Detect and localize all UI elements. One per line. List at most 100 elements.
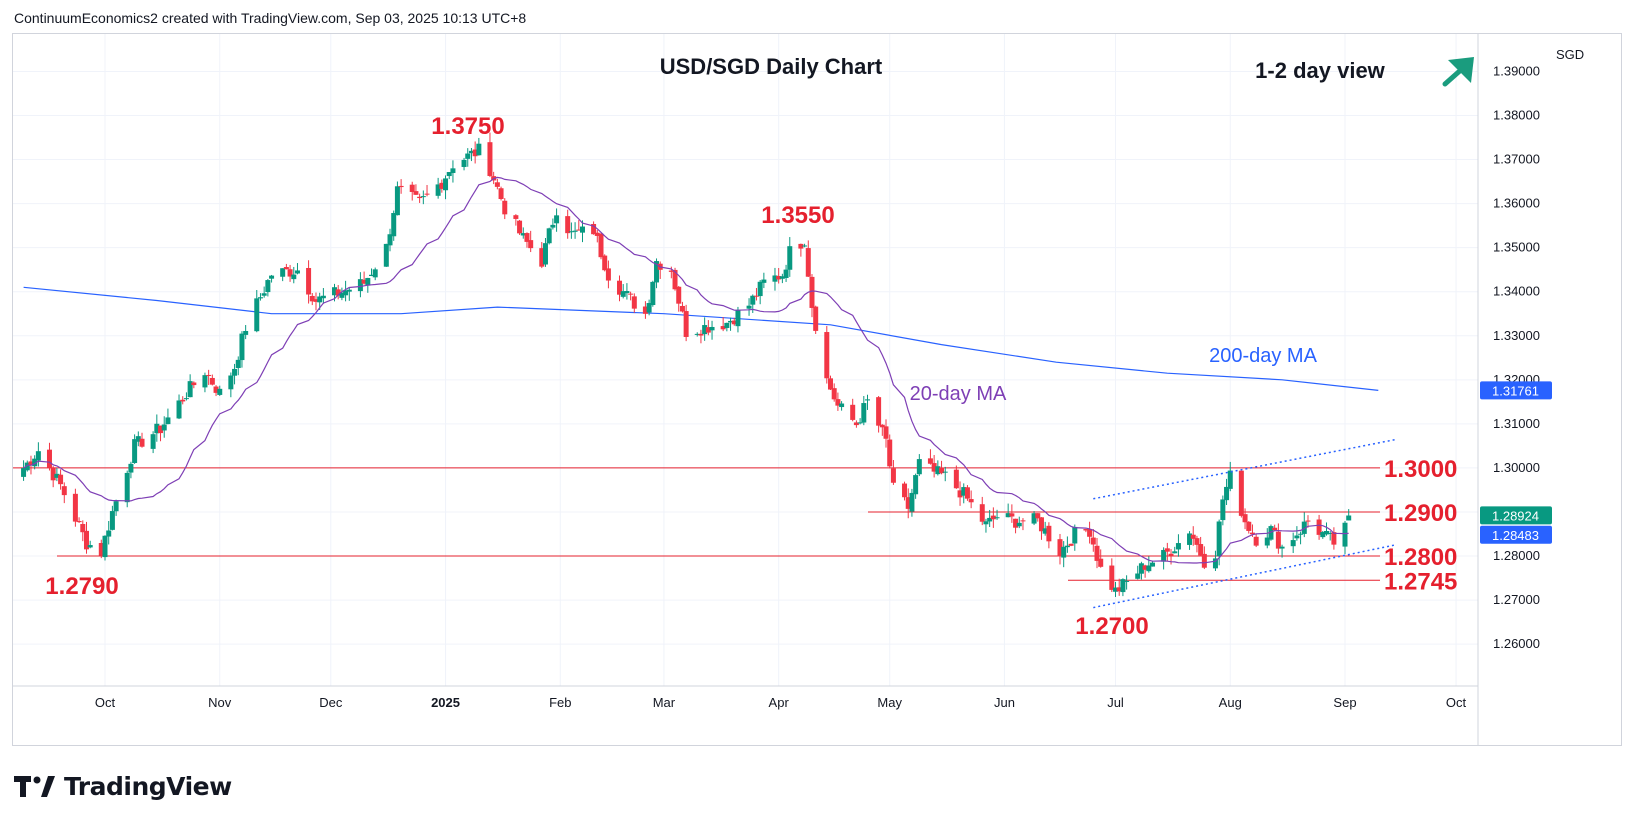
chart-axes: 1.39000 1.38000 1.37000 1.36000 1.35000 1.340… — [13, 34, 1540, 746]
candle — [369, 268, 375, 277]
candle — [1327, 530, 1333, 541]
candle-body — [1038, 517, 1044, 532]
candle-body — [313, 299, 319, 302]
candle-body — [1323, 530, 1329, 535]
candle — [850, 398, 856, 422]
candle-body — [1072, 526, 1078, 544]
candle — [1146, 556, 1152, 573]
candle-body — [935, 466, 941, 475]
candle — [524, 232, 530, 248]
candle — [124, 470, 130, 508]
candle-body — [709, 326, 715, 331]
candle — [450, 160, 456, 183]
candle-body — [257, 297, 263, 299]
candle-body — [902, 483, 908, 498]
candle-body — [720, 326, 726, 330]
brand-name: TradingView — [64, 772, 232, 801]
candle — [983, 518, 989, 533]
candle-body — [576, 229, 582, 231]
candle — [294, 263, 300, 275]
price-tag-label: 1.28483 — [1492, 528, 1539, 543]
candle-body — [54, 473, 60, 478]
candle — [757, 280, 763, 305]
candle-body — [602, 255, 608, 271]
candle — [102, 535, 108, 561]
candle — [594, 229, 600, 243]
candle — [1331, 527, 1337, 550]
candle — [494, 178, 500, 190]
price-tag-box — [1480, 381, 1552, 400]
candle — [243, 325, 249, 340]
candle — [176, 394, 182, 420]
candle — [994, 509, 1000, 520]
candle-body — [202, 375, 208, 388]
candle — [513, 214, 519, 226]
y-tick-label: 1.31000 — [1493, 416, 1540, 431]
candle-body — [232, 368, 238, 376]
candle-body — [776, 275, 782, 280]
candle — [939, 460, 945, 475]
candle-body — [809, 276, 815, 308]
candle-body — [1242, 514, 1248, 523]
candle-body — [672, 269, 678, 290]
candle — [1113, 581, 1119, 597]
candle — [1161, 547, 1167, 570]
y-tick-label: 1.37000 — [1493, 152, 1540, 167]
candle-body — [702, 325, 708, 335]
candle-body — [365, 277, 371, 286]
candle-body — [1083, 529, 1089, 531]
candle — [694, 332, 700, 337]
tradingview-logo[interactable]: TradingView — [14, 772, 232, 801]
candle-body — [343, 290, 349, 296]
candle-body — [572, 230, 578, 232]
candle-body — [468, 150, 474, 154]
candle-body — [383, 243, 389, 267]
candle-body — [524, 233, 530, 242]
candle-body — [443, 178, 449, 191]
y-tick-label: 1.30000 — [1493, 460, 1540, 475]
candle-body — [476, 143, 482, 156]
candle-body — [939, 467, 945, 474]
candle-body — [1087, 529, 1093, 537]
candle — [835, 392, 841, 411]
candle-body — [32, 458, 38, 467]
level-label: 1.2800 — [1384, 544, 1457, 571]
candle — [1035, 513, 1041, 522]
price-tag: 1.28483 — [1480, 525, 1552, 544]
candle-body — [683, 311, 689, 337]
candle-body — [539, 248, 545, 267]
candle — [679, 301, 685, 313]
candle-body — [154, 423, 160, 434]
candle — [642, 301, 648, 319]
candle-body — [361, 279, 367, 284]
candle-body — [916, 459, 922, 475]
candle-body — [243, 330, 249, 335]
candle-body — [28, 461, 34, 466]
candle — [935, 460, 941, 476]
candle-body — [502, 200, 508, 215]
candle-body — [209, 377, 215, 385]
candle-body — [735, 309, 741, 327]
candle-body — [217, 388, 223, 395]
candle-body — [931, 463, 937, 472]
candle-body — [1168, 553, 1174, 556]
x-tick-label: Dec — [319, 695, 343, 710]
candle — [517, 219, 523, 235]
candle-body — [876, 397, 882, 426]
candle-body — [1201, 553, 1207, 568]
candle — [1268, 524, 1274, 541]
candle — [83, 521, 89, 554]
candle-body — [309, 295, 315, 302]
candle — [1094, 537, 1100, 569]
candle-body — [1331, 532, 1337, 545]
candle-body — [417, 196, 423, 199]
candle — [417, 193, 423, 203]
candle — [805, 240, 811, 277]
candle — [1090, 529, 1096, 552]
candle-body — [280, 268, 286, 277]
candle-body — [1116, 587, 1122, 592]
candle-body — [857, 422, 863, 424]
candle — [654, 258, 660, 289]
candle — [1294, 526, 1300, 541]
candle-body — [357, 279, 363, 292]
